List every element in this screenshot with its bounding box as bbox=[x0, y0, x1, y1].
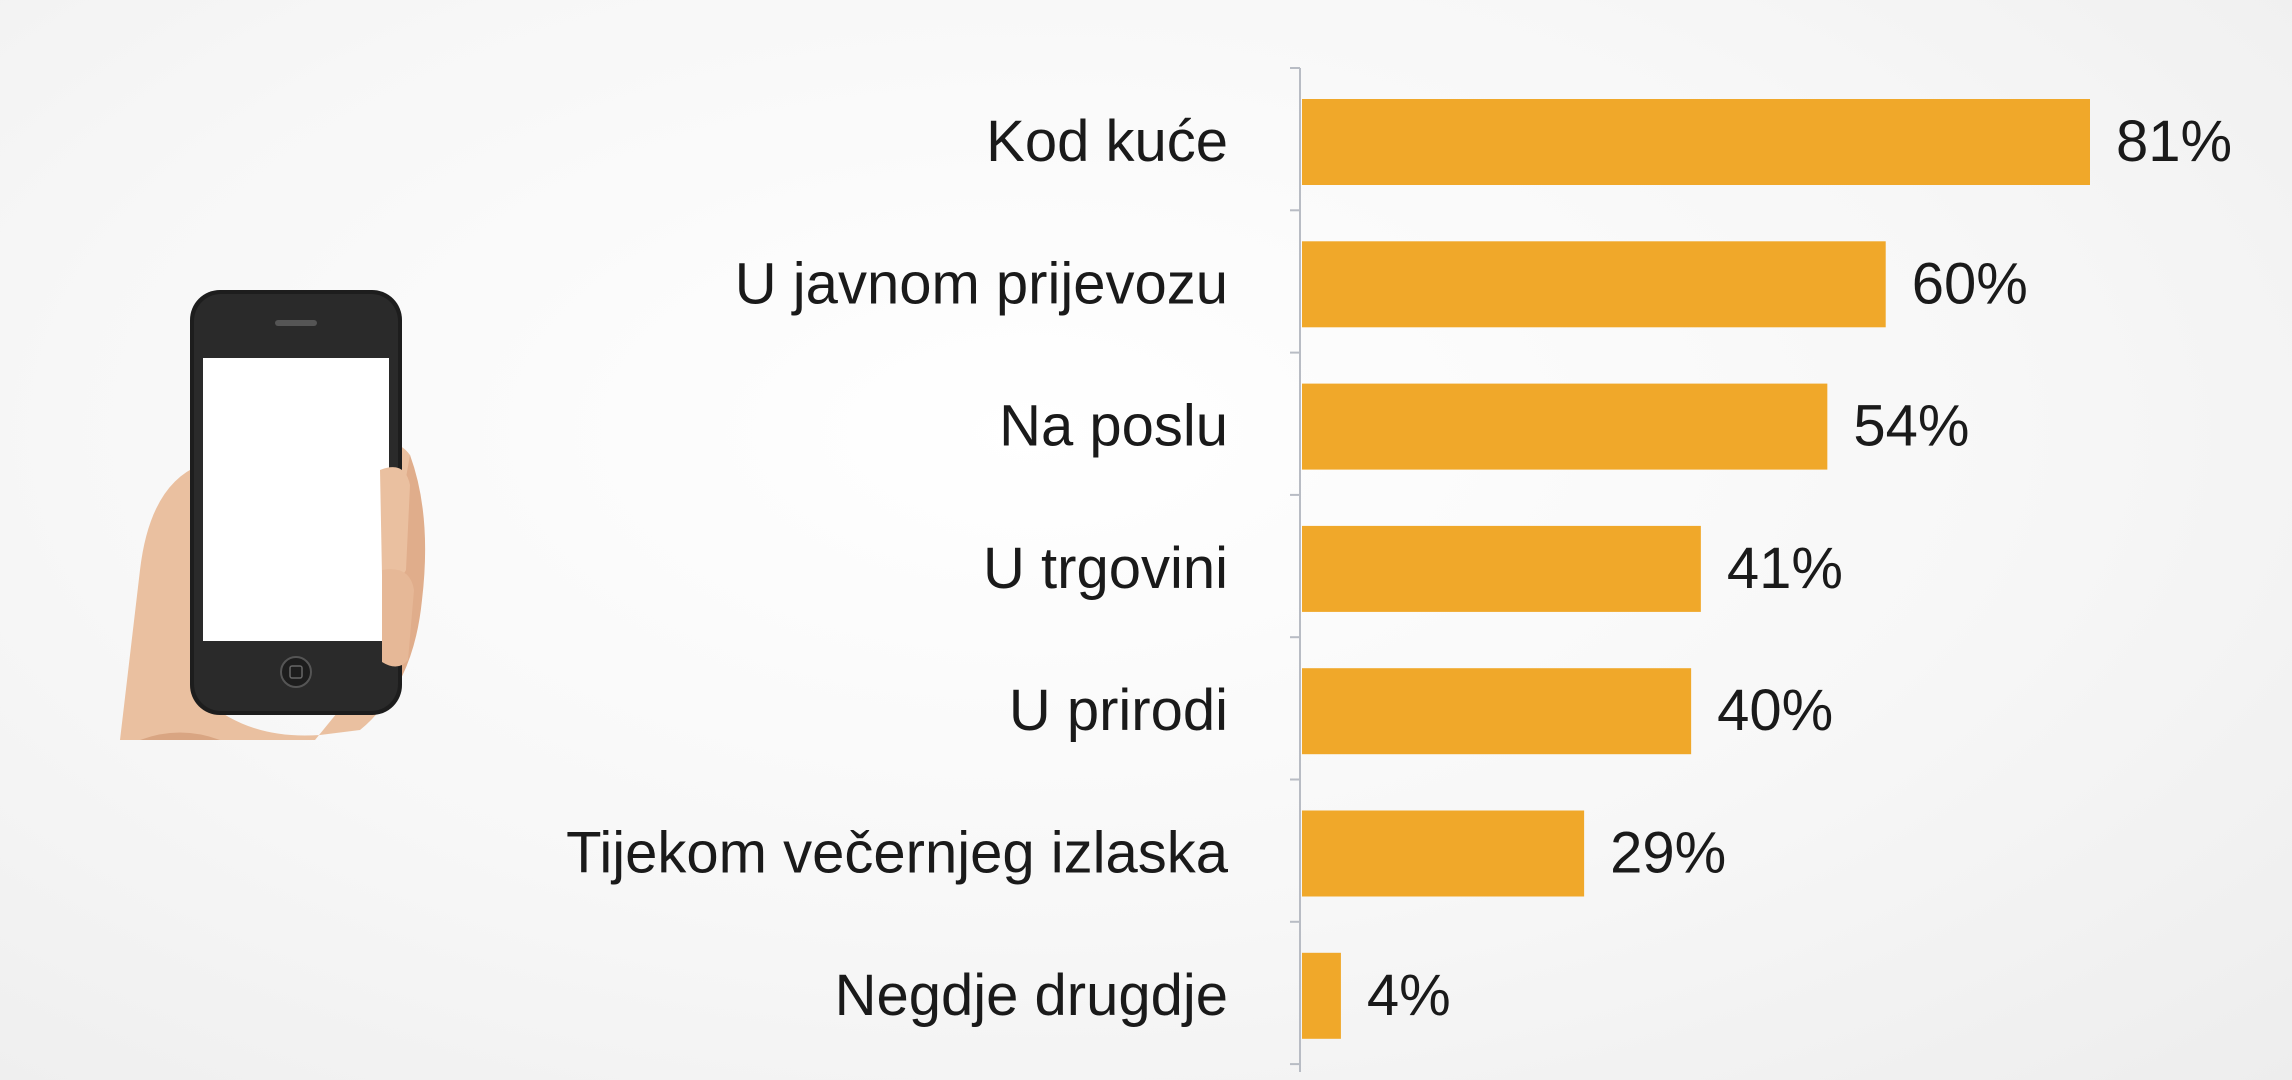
value-label: 60% bbox=[1912, 251, 2028, 316]
bar bbox=[1302, 810, 1585, 897]
category-label: Kod kuće bbox=[986, 109, 1228, 174]
bar bbox=[1302, 668, 1692, 755]
bar bbox=[1302, 99, 2090, 185]
category-label: U prirodi bbox=[1009, 678, 1228, 743]
value-label: 29% bbox=[1610, 821, 1726, 886]
category-label: U javnom prijevozu bbox=[735, 251, 1228, 316]
category-label: Na poslu bbox=[999, 394, 1228, 459]
value-label: 40% bbox=[1717, 678, 1833, 743]
value-label: 41% bbox=[1727, 536, 1843, 601]
bar bbox=[1302, 952, 1341, 1039]
value-label: 54% bbox=[1853, 394, 1969, 459]
value-label: 81% bbox=[2116, 109, 2232, 174]
category-label: U trgovini bbox=[983, 536, 1228, 601]
category-label: Tijekom večernjeg izlaska bbox=[566, 821, 1229, 886]
bar bbox=[1302, 383, 1828, 470]
hand-holding-smartphone-icon bbox=[120, 290, 426, 740]
bar bbox=[1302, 525, 1701, 612]
bar bbox=[1302, 241, 1886, 328]
category-label: Negdje drugdje bbox=[835, 963, 1228, 1028]
value-label: 4% bbox=[1367, 963, 1451, 1028]
